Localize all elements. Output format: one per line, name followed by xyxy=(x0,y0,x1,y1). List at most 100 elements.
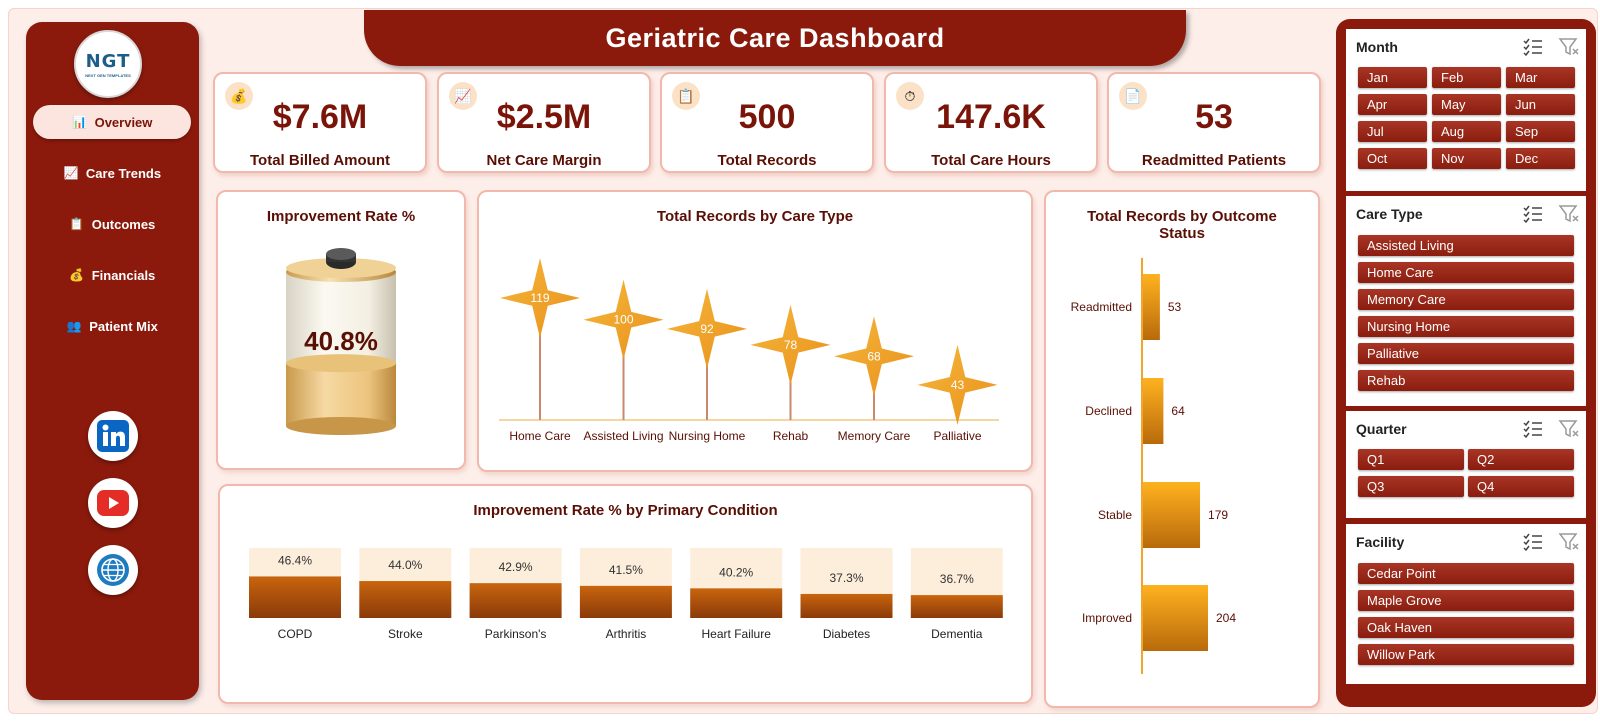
slicer-chip-month-oct[interactable]: Oct xyxy=(1358,148,1427,169)
kpi-value: 53 xyxy=(1195,98,1233,136)
bar xyxy=(1143,585,1208,651)
slicer-chip-month-jun[interactable]: Jun xyxy=(1506,94,1575,115)
nav-item-overview[interactable]: 📊 Overview xyxy=(33,105,191,139)
linkedin-button[interactable] xyxy=(88,411,138,461)
slicer-chip-care-type-palliative[interactable]: Palliative xyxy=(1358,343,1574,364)
bar xyxy=(910,595,1003,618)
company-logo: NGT NEXT GEN TEMPLATES xyxy=(74,30,142,98)
x-tick-label: Stroke xyxy=(388,627,423,641)
battery-gauge xyxy=(286,248,396,435)
youtube-button[interactable] xyxy=(88,478,138,528)
x-tick-label: Arthritis xyxy=(606,627,647,641)
bar xyxy=(1143,482,1201,548)
slicer-chip-care-type-nursing-home[interactable]: Nursing Home xyxy=(1358,316,1574,337)
clear-filter-icon[interactable] xyxy=(1558,204,1580,224)
slicer-title: Care Type xyxy=(1356,206,1423,222)
slicer-quarter: Quarter Q1 Q2 Q3 Q4 xyxy=(1346,411,1586,518)
multi-select-icon[interactable] xyxy=(1522,532,1544,552)
data-label: 42.9% xyxy=(499,560,533,574)
nav-item-label: Patient Mix xyxy=(89,318,158,334)
slicer-chip-facility-cedar-point[interactable]: Cedar Point xyxy=(1358,563,1574,584)
nav-item-outcomes[interactable]: 📋 Outcomes xyxy=(33,207,191,241)
kpi-card-total-billed: 💰 $7.6M Total Billed Amount xyxy=(213,72,427,173)
slicer-chip-month-apr[interactable]: Apr xyxy=(1358,94,1427,115)
x-tick-label: Home Care xyxy=(509,429,571,443)
slicer-chip-month-feb[interactable]: Feb xyxy=(1432,67,1501,88)
x-tick-label: Palliative xyxy=(933,429,981,443)
slicer-facility: Facility Cedar Point Maple Grove Oak Haven… xyxy=(1346,524,1586,684)
kpi-label: Total Billed Amount xyxy=(250,152,390,169)
nav-item-label: Overview xyxy=(94,114,153,130)
slicer-chip-month-may[interactable]: May xyxy=(1432,94,1501,115)
kpi-card-total-records: 📋 500 Total Records xyxy=(660,72,874,173)
slicer-chip-month-jan[interactable]: Jan xyxy=(1358,67,1427,88)
slicer-chip-quarter-q4[interactable]: Q4 xyxy=(1468,476,1574,497)
slicer-chip-care-type-rehab[interactable]: Rehab xyxy=(1358,370,1574,391)
logo-mark: NGT xyxy=(85,50,131,72)
slicer-chip-month-dec[interactable]: Dec xyxy=(1506,148,1575,169)
clear-filter-icon[interactable] xyxy=(1558,419,1580,439)
slicer-chip-quarter-q3[interactable]: Q3 xyxy=(1358,476,1464,497)
nav-item-financials[interactable]: 💰 Financials xyxy=(33,258,191,292)
panel-title: Improvement Rate % xyxy=(266,208,416,225)
x-tick-label: Assisted Living xyxy=(583,429,663,443)
slicer-chip-month-jul[interactable]: Jul xyxy=(1358,121,1427,142)
slicer-chip-facility-oak-haven[interactable]: Oak Haven xyxy=(1358,617,1574,638)
data-label: 78 xyxy=(784,338,798,352)
slicer-chip-month-mar[interactable]: Mar xyxy=(1506,67,1575,88)
youtube-icon xyxy=(97,490,129,516)
data-label: 179 xyxy=(1208,508,1228,522)
lollipop-star xyxy=(667,288,747,369)
nav-item-label: Care Trends xyxy=(85,165,162,181)
x-tick-label: Rehab xyxy=(773,429,809,443)
x-tick-label: Heart Failure xyxy=(702,627,772,641)
kpi-card-total-care-hours: ⏱ 147.6K Total Care Hours xyxy=(884,72,1098,173)
care-type-chart: 119 Home Care 100 Assisted Living 92 Nursing … xyxy=(499,258,999,443)
slicer-title: Facility xyxy=(1356,534,1405,550)
money-bag-icon: 💰 xyxy=(69,268,85,282)
linkedin-icon xyxy=(97,420,129,452)
multi-select-icon[interactable] xyxy=(1522,204,1544,224)
slicer-chip-quarter-q1[interactable]: Q1 xyxy=(1358,449,1464,470)
slicer-chip-month-aug[interactable]: Aug xyxy=(1432,121,1501,142)
kpi-card-net-care-margin: 📈 $2.5M Net Care Margin xyxy=(437,72,651,173)
slicer-chip-care-type-home-care[interactable]: Home Care xyxy=(1358,262,1574,283)
multi-select-icon[interactable] xyxy=(1522,419,1544,439)
nav-item-care-trends[interactable]: 📈 Care Trends xyxy=(33,156,191,190)
website-button[interactable] xyxy=(88,545,138,595)
slicer-chip-care-type-memory-care[interactable]: Memory Care xyxy=(1358,289,1574,310)
document-icon: 📄 xyxy=(1119,82,1147,110)
clear-filter-icon[interactable] xyxy=(1558,37,1580,57)
clear-filter-icon[interactable] xyxy=(1558,532,1580,552)
slicer-chip-month-nov[interactable]: Nov xyxy=(1432,148,1501,169)
chart-title: Improvement Rate % by Primary Condition xyxy=(473,502,778,519)
clipboard-icon: 📋 xyxy=(672,82,700,110)
primary-condition-chart-panel: Improvement Rate % by Primary Condition … xyxy=(218,484,1033,704)
lollipop-star xyxy=(917,344,998,425)
nav-item-label: Financials xyxy=(91,267,156,283)
data-label: 37.3% xyxy=(829,571,863,585)
slicer-chip-care-type-assisted-living[interactable]: Assisted Living xyxy=(1358,235,1574,256)
data-label: 100 xyxy=(613,313,633,327)
data-label: 46.4% xyxy=(278,553,312,567)
bar xyxy=(359,581,452,618)
kpi-value: 147.6K xyxy=(936,98,1046,136)
kpi-value: 500 xyxy=(738,98,796,136)
data-label: 40.2% xyxy=(719,565,753,579)
bar xyxy=(1143,274,1160,340)
y-tick-label: Improved xyxy=(1082,611,1132,625)
slicer-title: Quarter xyxy=(1356,421,1407,437)
nav-item-patient-mix[interactable]: 👥 Patient Mix xyxy=(33,309,191,343)
slicer-chip-facility-willow-park[interactable]: Willow Park xyxy=(1358,644,1574,665)
slicer-chip-month-sep[interactable]: Sep xyxy=(1506,121,1575,142)
chart-title: Total Records by Outcome Status xyxy=(1087,208,1277,242)
data-label: 119 xyxy=(530,291,549,305)
slicer-care-type: Care Type Assisted Living Home Care Memory… xyxy=(1346,196,1586,406)
slicer-chip-facility-maple-grove[interactable]: Maple Grove xyxy=(1358,590,1574,611)
logo-subtext: NEXT GEN TEMPLATES xyxy=(85,72,131,78)
kpi-label: Total Care Hours xyxy=(931,152,1051,169)
outcome-status-chart: Readmitted 53 Declined 64 Stable 179 Improved 2… xyxy=(1071,258,1236,674)
slicer-chip-quarter-q2[interactable]: Q2 xyxy=(1468,449,1574,470)
data-label: 53 xyxy=(1168,300,1182,314)
multi-select-icon[interactable] xyxy=(1522,37,1544,57)
